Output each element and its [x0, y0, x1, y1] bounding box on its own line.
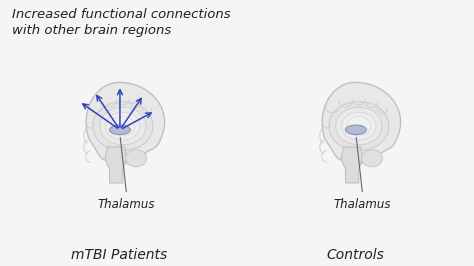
Ellipse shape	[346, 125, 366, 135]
Polygon shape	[105, 147, 127, 183]
Ellipse shape	[109, 125, 130, 135]
Polygon shape	[106, 112, 140, 140]
Polygon shape	[86, 82, 164, 163]
Polygon shape	[341, 147, 363, 183]
Ellipse shape	[126, 150, 146, 167]
Text: Thalamus: Thalamus	[334, 198, 392, 211]
Ellipse shape	[362, 150, 383, 167]
Polygon shape	[93, 102, 153, 150]
Polygon shape	[347, 116, 371, 136]
Polygon shape	[322, 82, 401, 163]
Text: with other brain regions: with other brain regions	[12, 24, 171, 37]
Text: Increased functional connections: Increased functional connections	[12, 8, 231, 21]
Polygon shape	[329, 102, 389, 150]
Polygon shape	[100, 107, 146, 145]
Text: Controls: Controls	[326, 248, 384, 262]
Polygon shape	[342, 112, 376, 140]
Text: Thalamus: Thalamus	[98, 198, 155, 211]
Polygon shape	[111, 116, 135, 136]
Polygon shape	[336, 107, 382, 145]
Text: mTBI Patients: mTBI Patients	[71, 248, 167, 262]
